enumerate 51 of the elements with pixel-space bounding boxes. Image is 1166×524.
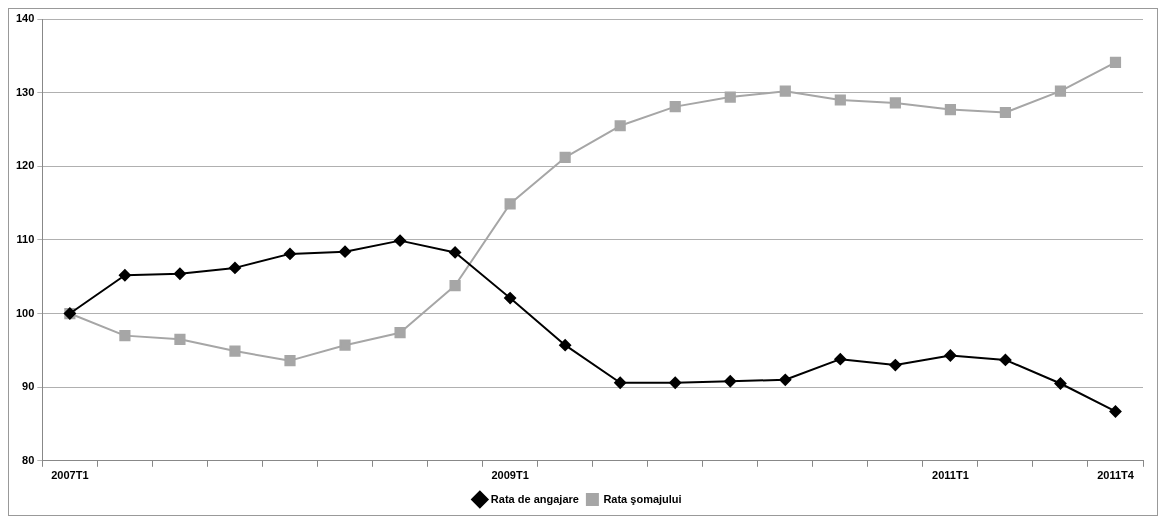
y-tick-label: 130: [15, 85, 35, 98]
y-tick-label: 110: [16, 232, 35, 245]
y-tick-label: 120: [15, 159, 35, 172]
point: [174, 333, 186, 345]
point: [118, 269, 131, 282]
point: [614, 120, 626, 132]
point: [284, 355, 296, 367]
point: [449, 246, 462, 259]
point: [1054, 85, 1067, 97]
legend-label: Rata de angajare: [490, 492, 579, 505]
legend-label: Rata şomajului: [603, 492, 682, 505]
point: [228, 261, 241, 274]
y-tick-label: 90: [22, 380, 35, 393]
x-tick-label: 2009T1: [491, 469, 529, 482]
point: [504, 198, 516, 210]
y-tick-label: 100: [15, 306, 35, 319]
point: [669, 101, 681, 113]
x-tick-label: 2011T1: [932, 469, 969, 482]
point: [779, 85, 791, 97]
point: [229, 345, 241, 357]
point: [449, 279, 461, 292]
x-tick-label: 2007T1: [51, 469, 89, 482]
point: [1109, 405, 1122, 418]
point: [1054, 377, 1067, 390]
point: [559, 339, 572, 352]
point: [944, 103, 956, 116]
point: [889, 359, 902, 372]
point: [339, 339, 351, 351]
point: [559, 151, 571, 164]
point: [394, 327, 406, 339]
point: [944, 349, 957, 362]
point: [119, 330, 131, 342]
point: [834, 353, 847, 366]
point: [284, 247, 296, 260]
point: [504, 292, 517, 305]
point: [724, 91, 736, 103]
point: [394, 234, 407, 247]
point: [999, 106, 1012, 119]
point: [779, 373, 792, 386]
y-tick-label: 140: [15, 12, 35, 25]
point: [339, 245, 352, 258]
x-tick-label: 2011T4: [1097, 469, 1135, 482]
point: [724, 375, 737, 388]
point: [614, 376, 627, 389]
point: [834, 94, 846, 106]
point: [173, 267, 186, 280]
point: [999, 353, 1012, 366]
y-tick-label: 80: [22, 453, 35, 466]
point: [889, 97, 901, 109]
point: [669, 376, 682, 389]
point: [1109, 56, 1122, 69]
